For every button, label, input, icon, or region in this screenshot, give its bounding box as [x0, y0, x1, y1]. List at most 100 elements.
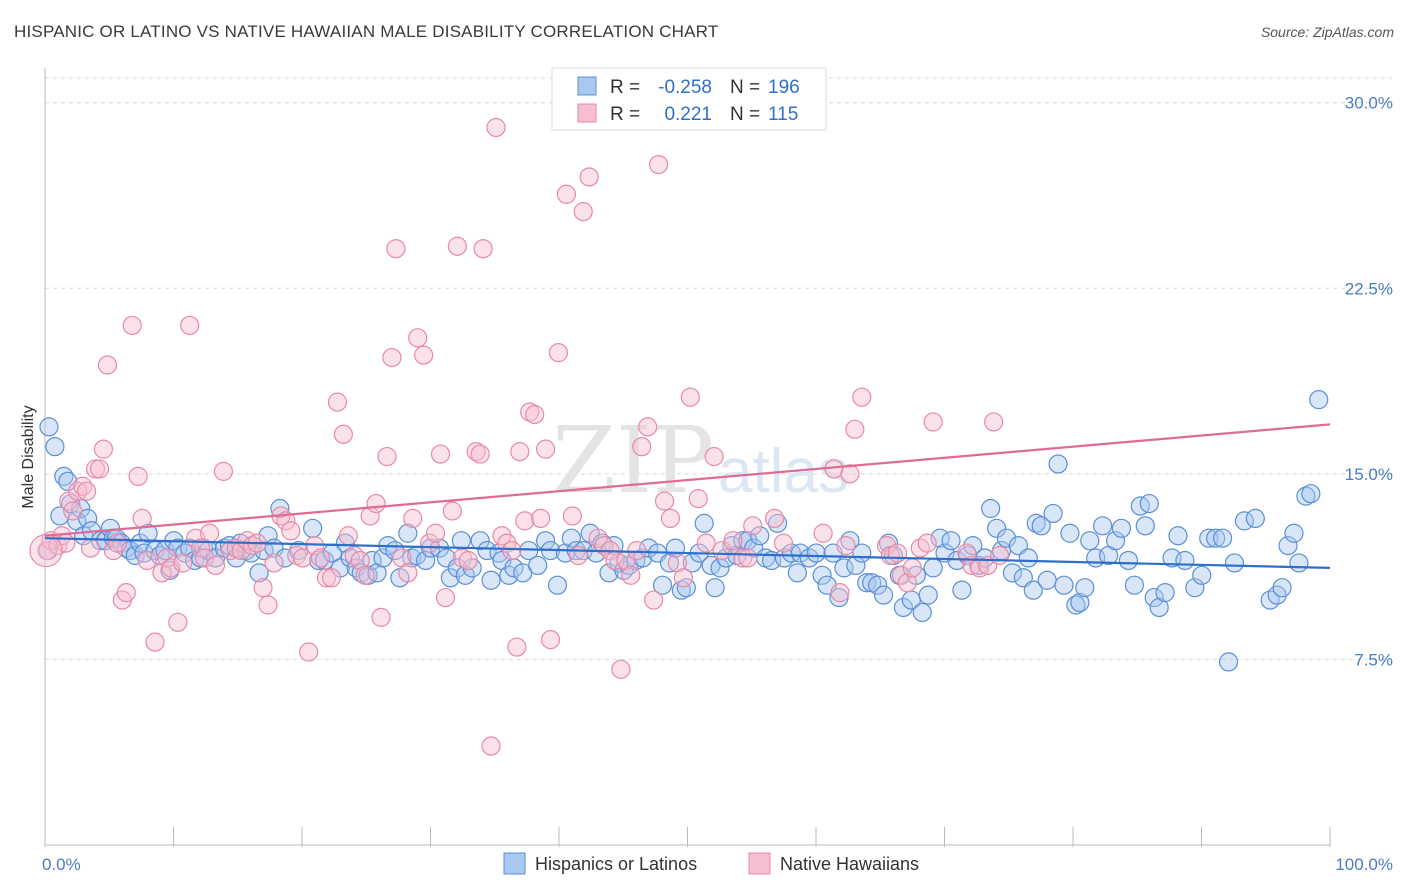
hispanic-point-212	[1278, 536, 1298, 556]
hawaiian-point-33	[199, 523, 220, 543]
hispanic-point-187	[1105, 531, 1126, 551]
hawaiian-point-111	[638, 417, 658, 437]
hispanic-point-152	[912, 602, 932, 623]
y-tick-label-0: 7.5%	[1354, 650, 1393, 669]
hispanic-point-195	[1149, 597, 1169, 618]
hawaiian-point-76	[442, 501, 463, 521]
legend-box: R = -0.258 N = 196 R = 0.221 N = 115	[551, 67, 827, 131]
hispanic-point-92	[561, 528, 581, 548]
hawaiian-point-10	[80, 538, 101, 558]
source-credit: Source: ZipAtlas.com	[1260, 24, 1394, 40]
hawaiian-point-60	[355, 565, 375, 585]
hispanic-point-98	[599, 563, 619, 583]
axes	[44, 68, 1331, 847]
hawaiian-point-146	[962, 555, 982, 576]
hispanic-point-107	[652, 575, 673, 595]
hawaiian-point-29	[180, 315, 200, 336]
hawaiian-point-75	[435, 587, 456, 608]
hawaiian-point-149	[984, 412, 1004, 432]
hawaiian-point-23	[145, 632, 165, 652]
hawaiian-point-129	[813, 523, 833, 543]
hawaiian-point-140	[897, 573, 917, 593]
hawaiian-point-73	[425, 523, 446, 543]
hawaiian-point-115	[660, 508, 681, 529]
hispanic-point-181	[1070, 592, 1090, 613]
trend-lines	[44, 423, 1331, 569]
x-tick-label-0: 0.0%	[42, 855, 81, 874]
y-tick-label-1: 15.0%	[1345, 465, 1393, 484]
hispanic-point-198	[1168, 526, 1188, 546]
hawaiian-point-42	[253, 578, 273, 598]
hispanic-point-183	[1080, 531, 1100, 551]
hawaiian-point-84	[486, 117, 506, 138]
hawaiian-point-117	[673, 568, 693, 588]
hispanic-point-62	[373, 548, 393, 568]
hawaiian-point-81	[470, 444, 490, 464]
hispanic-point-156	[935, 543, 955, 563]
legend-n-value-0: 196	[768, 77, 800, 98]
hispanic-point-144	[868, 575, 888, 595]
hispanic-point-205	[1218, 652, 1239, 672]
hawaiian-point-128	[773, 533, 794, 553]
hawaiian-point-120	[696, 533, 716, 553]
hawaiian-point-9	[77, 481, 97, 501]
hispanic-point-196	[1155, 583, 1175, 603]
hawaiian-point-0	[37, 540, 57, 561]
hawaiian-point-134	[845, 419, 865, 439]
hawaiian-point-59	[350, 550, 370, 571]
hawaiian-point-26	[161, 558, 181, 578]
hawaiian-point-99	[568, 545, 588, 566]
bottom-legend-label-0: Hispanics or Latinos	[535, 854, 697, 874]
hawaiian-point-13	[93, 439, 114, 459]
series-hispanics-or-latinos	[38, 390, 1329, 672]
hawaiian-point-47	[281, 521, 301, 541]
hispanic-point-157	[941, 531, 961, 551]
hispanic-point-90	[547, 575, 568, 595]
hispanic-point-217	[1309, 390, 1329, 410]
hispanic-point-213	[1284, 523, 1304, 543]
hawaiian-point-127	[764, 508, 785, 529]
hawaiian-point-133	[840, 464, 860, 484]
hispanic-point-66	[398, 523, 418, 543]
legend-r-value-1: 0.221	[664, 104, 712, 125]
hawaiian-point-71	[414, 345, 434, 365]
hawaiian-point-56	[333, 424, 353, 444]
hispanic-point-202	[1199, 528, 1219, 548]
legend-n-label-1: N =	[730, 104, 760, 125]
hawaiian-point-100	[573, 202, 593, 222]
legend-r-label-0: R =	[610, 77, 640, 98]
hawaiian-point-141	[902, 558, 922, 578]
hispanic-point-200	[1185, 578, 1205, 598]
hawaiian-point-126	[743, 516, 763, 536]
hawaiian-point-21	[132, 508, 152, 529]
chart-title: HISPANIC OR LATINO VS NATIVE HAWAIIAN MA…	[14, 22, 719, 41]
hispanic-point-124	[750, 526, 770, 546]
hispanic-point-164	[981, 498, 1001, 519]
hawaiian-point-64	[377, 446, 397, 467]
hawaiian-point-22	[137, 550, 157, 571]
hawaiian-point-31	[191, 538, 211, 558]
legend-n-label-0: N =	[730, 77, 760, 98]
hawaiian-point-44	[264, 553, 284, 573]
hispanic-point-216	[1301, 484, 1321, 504]
hispanic-point-134	[812, 565, 832, 585]
hawaiian-point-57	[338, 526, 358, 546]
hawaiian-point-92	[525, 404, 545, 425]
hawaiian-point-91	[520, 402, 540, 422]
hawaiian-point-122	[712, 540, 732, 561]
hispanic-point-108	[659, 553, 680, 573]
hispanic-point-110	[671, 580, 691, 600]
bottom-legend-swatch-0	[503, 852, 526, 875]
hispanic-point-73	[440, 568, 461, 588]
hispanic-point-45	[258, 526, 278, 546]
hispanic-point-167	[996, 528, 1017, 548]
hawaiian-point-55	[327, 392, 348, 412]
hawaiian-point-116	[667, 553, 688, 573]
hispanic-point-214	[1289, 553, 1309, 573]
hispanic-point-190	[1124, 575, 1144, 595]
hispanic-point-194	[1144, 587, 1164, 608]
hispanic-point-75	[451, 531, 471, 551]
hawaiian-point-24	[152, 563, 172, 583]
hawaiian-point-98	[562, 506, 582, 526]
hawaiian-point-38	[231, 540, 251, 561]
